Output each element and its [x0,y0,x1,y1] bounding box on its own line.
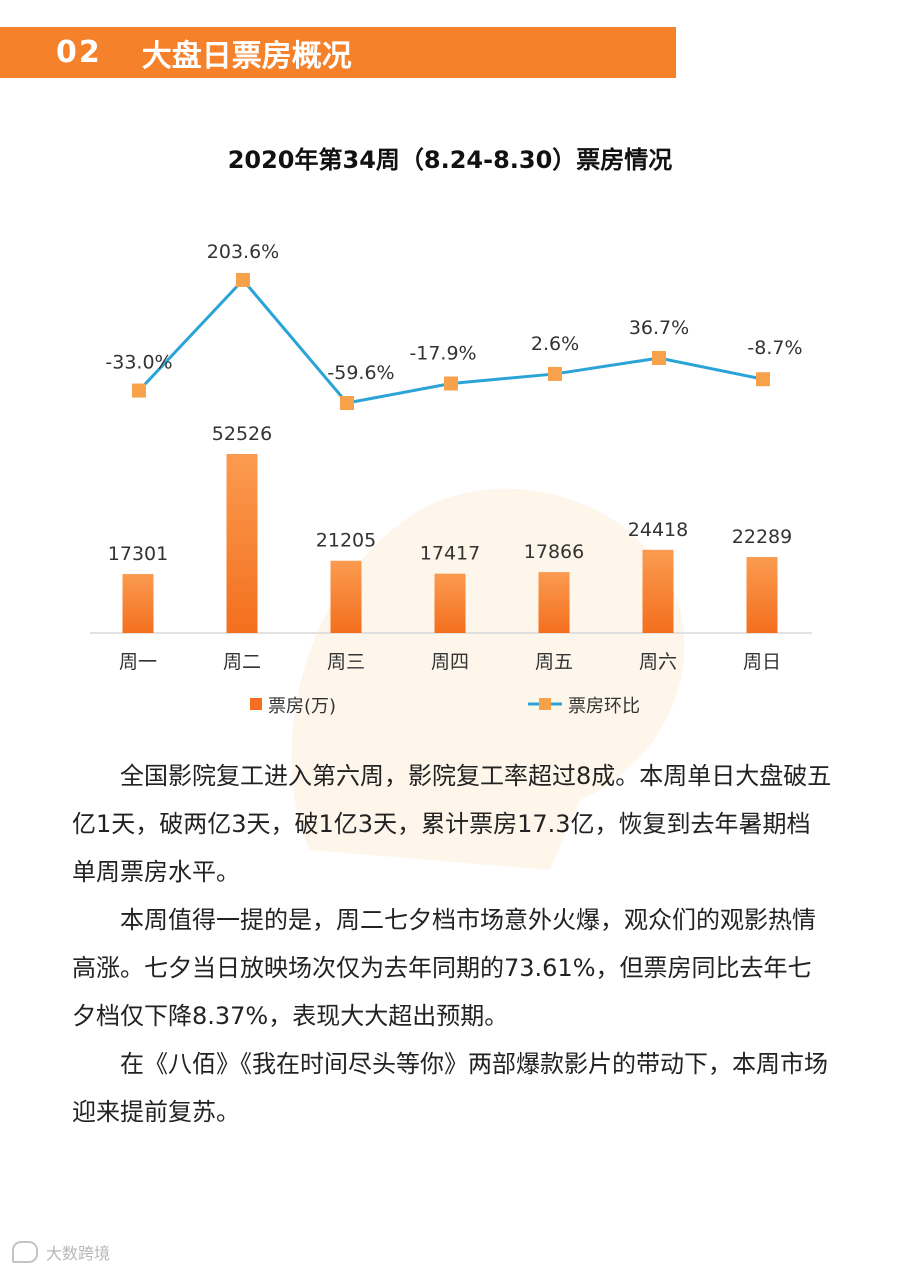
chart: 17301 周一 52526 周二 21205 周三 17417 周四 17866 周五 24418… [90,241,812,717]
bar [434,573,466,633]
line-value-label: 36.7% [629,317,689,339]
legend-label: 票房环比 [568,696,640,717]
line-marker [444,376,458,391]
bar-value-label: 24418 [628,519,688,541]
bar [330,560,362,633]
bar-value-label: 17866 [524,541,584,563]
bar [746,557,778,633]
section-number: 02 [56,35,102,70]
line-value-label: -8.7% [747,337,802,359]
line-marker [236,273,250,287]
brand-logo-icon [12,1241,38,1263]
line-value-label: 203.6% [207,241,279,263]
line-value-label: -59.6% [327,362,394,384]
line-marker [548,366,562,381]
watermark-logo [291,488,685,870]
bar [642,549,674,633]
bar-value-label: 17417 [420,543,480,565]
x-tick-label: 周六 [639,651,677,673]
legend-line-marker [539,698,551,710]
body-text: 全国影院复工进入第六周，影院复工率超过8成。本周单日大盘破五亿1天，破两亿3天，… [72,752,832,1136]
footer-brand: 大数跨境 [46,1244,111,1263]
chart-title: 2020年第34周（8.24-8.30）票房情况 [227,146,673,174]
bar-value-label: 52526 [212,423,272,445]
x-tick-label: 周五 [535,651,573,673]
bar [122,574,154,633]
x-tick-label: 周二 [223,651,261,673]
legend-label: 票房(万) [268,696,336,717]
x-tick-label: 周四 [431,651,469,673]
line-marker [132,383,146,398]
legend-bar-swatch [250,698,262,710]
section-title: 大盘日票房概况 [141,38,352,74]
line-value-label: -33.0% [105,352,172,374]
bar-value-label: 17301 [108,543,168,565]
line-marker [340,396,354,410]
x-tick-label: 周三 [327,651,365,673]
line-value-label: -17.9% [409,343,476,365]
footer-logo: 大数跨境 [12,1240,110,1264]
bar-value-label: 21205 [316,530,376,552]
bar [538,572,570,633]
bar [226,454,258,633]
line-marker [756,372,770,387]
x-tick-label: 周一 [119,651,157,673]
x-tick-label: 周日 [743,651,781,673]
section-header: 02 大盘日票房概况 [0,27,676,78]
paragraph: 在《八佰》《我在时间尽头等你》两部爆款影片的带动下，本周市场迎来提前复苏。 [72,1050,828,1126]
bar-value-label: 22289 [732,526,792,548]
paragraph: 本周值得一提的是，周二七夕档市场意外火爆，观众们的观影热情高涨。七夕当日放映场次… [72,906,816,1030]
line-value-label: 2.6% [531,333,579,355]
line-marker [652,350,666,365]
paragraph: 全国影院复工进入第六周，影院复工率超过8成。本周单日大盘破五亿1天，破两亿3天，… [72,762,832,886]
